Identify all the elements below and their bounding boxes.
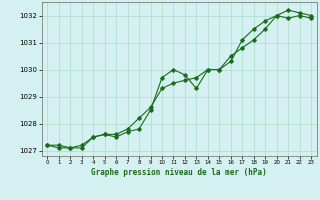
X-axis label: Graphe pression niveau de la mer (hPa): Graphe pression niveau de la mer (hPa) (91, 168, 267, 177)
